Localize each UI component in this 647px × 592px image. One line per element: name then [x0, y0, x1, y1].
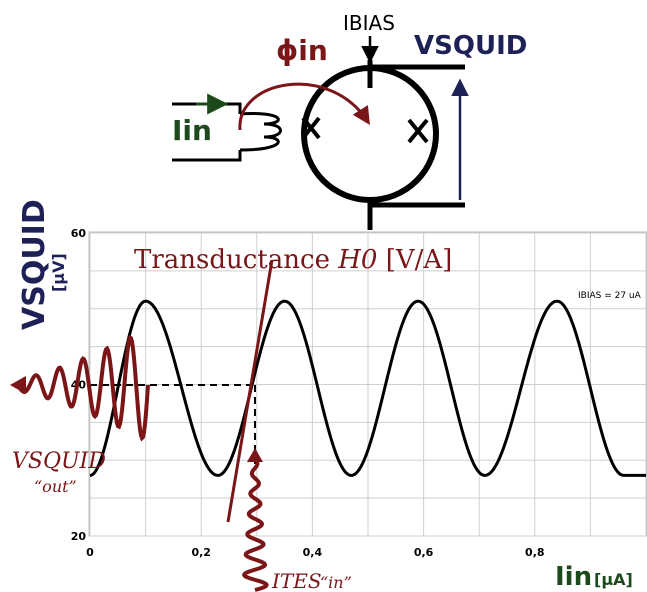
x-tick-label: 0,4	[303, 546, 323, 559]
squid-circuit: IBIAS VSQUID Iin ϕin	[172, 11, 527, 230]
bias-note: IBIAS = 27 uA	[578, 291, 642, 301]
vsquid-output-label: VSQUID	[414, 31, 527, 61]
squid-response-curve	[89, 299, 646, 477]
transductance-text: Transductance	[134, 245, 338, 275]
transductance-tangent	[226, 259, 274, 523]
ites-label: ITES	[271, 569, 322, 592]
grid	[89, 232, 647, 537]
x-axis-title: Iin	[555, 562, 592, 592]
x-tick-labels: 0 0,2 0,4 0,6 0,8	[86, 546, 544, 559]
josephson-junction-left	[301, 116, 321, 140]
ites-signal-wave	[242, 456, 269, 592]
vout-signal-wave	[16, 335, 150, 442]
ites-arrowhead	[247, 448, 263, 462]
x-tick-label: 0,2	[191, 546, 211, 559]
input-coil-wire	[172, 102, 242, 162]
y-tick-label: 60	[71, 227, 87, 240]
transductance-label: Transductance H0 [V/A]	[134, 245, 452, 275]
y-axis-unit: [µV]	[49, 253, 68, 292]
flux-label: ϕin	[276, 34, 328, 67]
transductance-unit: [V/A]	[377, 245, 452, 275]
iin-label: Iin	[172, 114, 212, 147]
vout-arrowhead	[10, 376, 26, 394]
vout-sub: “out”	[34, 477, 77, 496]
x-tick-label: 0,6	[414, 546, 434, 559]
transductance-symbol: H0	[337, 245, 377, 275]
x-tick-label: 0	[86, 546, 94, 559]
ites-sub: “in”	[320, 573, 352, 592]
y-axis-title: VSQUID	[17, 199, 52, 330]
y-tick-label: 20	[71, 530, 87, 543]
input-coil	[239, 112, 282, 152]
vout-label: VSQUID	[12, 449, 106, 474]
x-tick-label: 0,8	[525, 546, 545, 559]
x-axis-unit: [µA]	[594, 570, 633, 589]
bias-label: IBIAS	[343, 11, 395, 35]
flux-coupling-arrow	[238, 82, 370, 131]
series-group	[89, 299, 646, 477]
josephson-junction-right	[407, 118, 429, 144]
